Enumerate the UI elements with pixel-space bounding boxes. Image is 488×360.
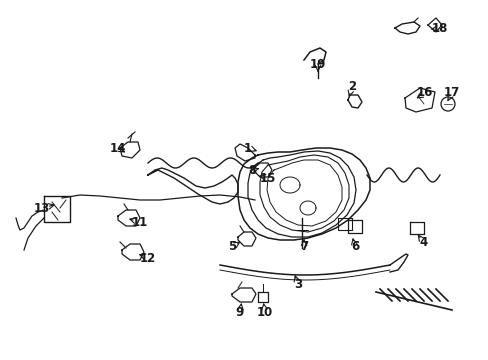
Text: 15: 15 (259, 171, 276, 184)
Text: 7: 7 (299, 240, 307, 253)
Text: 19: 19 (309, 58, 325, 72)
Text: 8: 8 (247, 163, 256, 176)
Text: 13: 13 (34, 202, 50, 215)
Text: 2: 2 (347, 81, 355, 94)
Text: 6: 6 (350, 240, 358, 253)
Text: 1: 1 (244, 141, 251, 154)
Text: 18: 18 (431, 22, 447, 35)
Text: 5: 5 (227, 240, 236, 253)
Text: 14: 14 (110, 141, 126, 154)
Text: 17: 17 (443, 86, 459, 99)
Text: 16: 16 (416, 86, 432, 99)
Text: 10: 10 (256, 306, 273, 319)
Text: 11: 11 (132, 216, 148, 229)
Text: 3: 3 (293, 279, 302, 292)
Text: 12: 12 (140, 252, 156, 265)
Text: 9: 9 (235, 306, 244, 319)
Text: 4: 4 (419, 237, 427, 249)
